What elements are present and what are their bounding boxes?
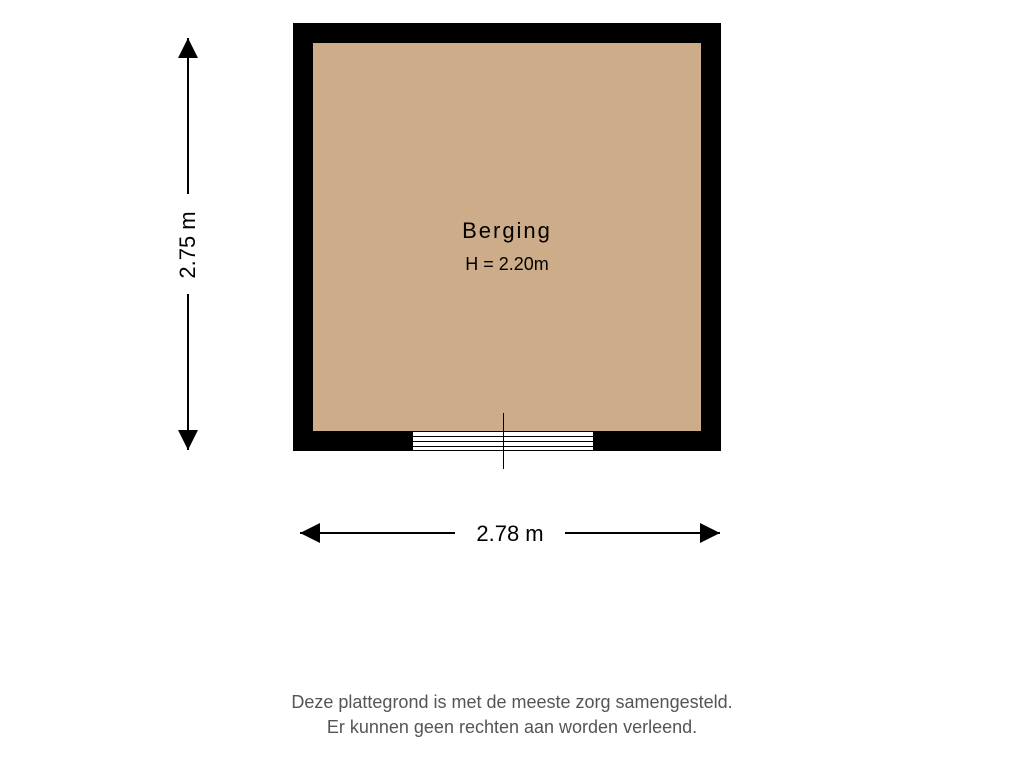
room-floor: Berging H = 2.20m [313,43,701,431]
disclaimer-text: Deze plattegrond is met de meeste zorg s… [0,690,1024,740]
vertical-dimension-label: 2.75 m [175,195,201,295]
room-name: Berging [313,218,701,244]
room-label-block: Berging H = 2.20m [313,218,701,275]
floorplan-canvas: Berging H = 2.20m 2.75 m 2.78 m Deze pla… [0,0,1024,768]
room-height-label: H = 2.20m [313,254,701,275]
door-center-mark [503,413,504,469]
horizontal-dimension-label: 2.78 m [450,521,570,547]
disclaimer-line1: Deze plattegrond is met de meeste zorg s… [0,690,1024,715]
disclaimer-line2: Er kunnen geen rechten aan worden verlee… [0,715,1024,740]
